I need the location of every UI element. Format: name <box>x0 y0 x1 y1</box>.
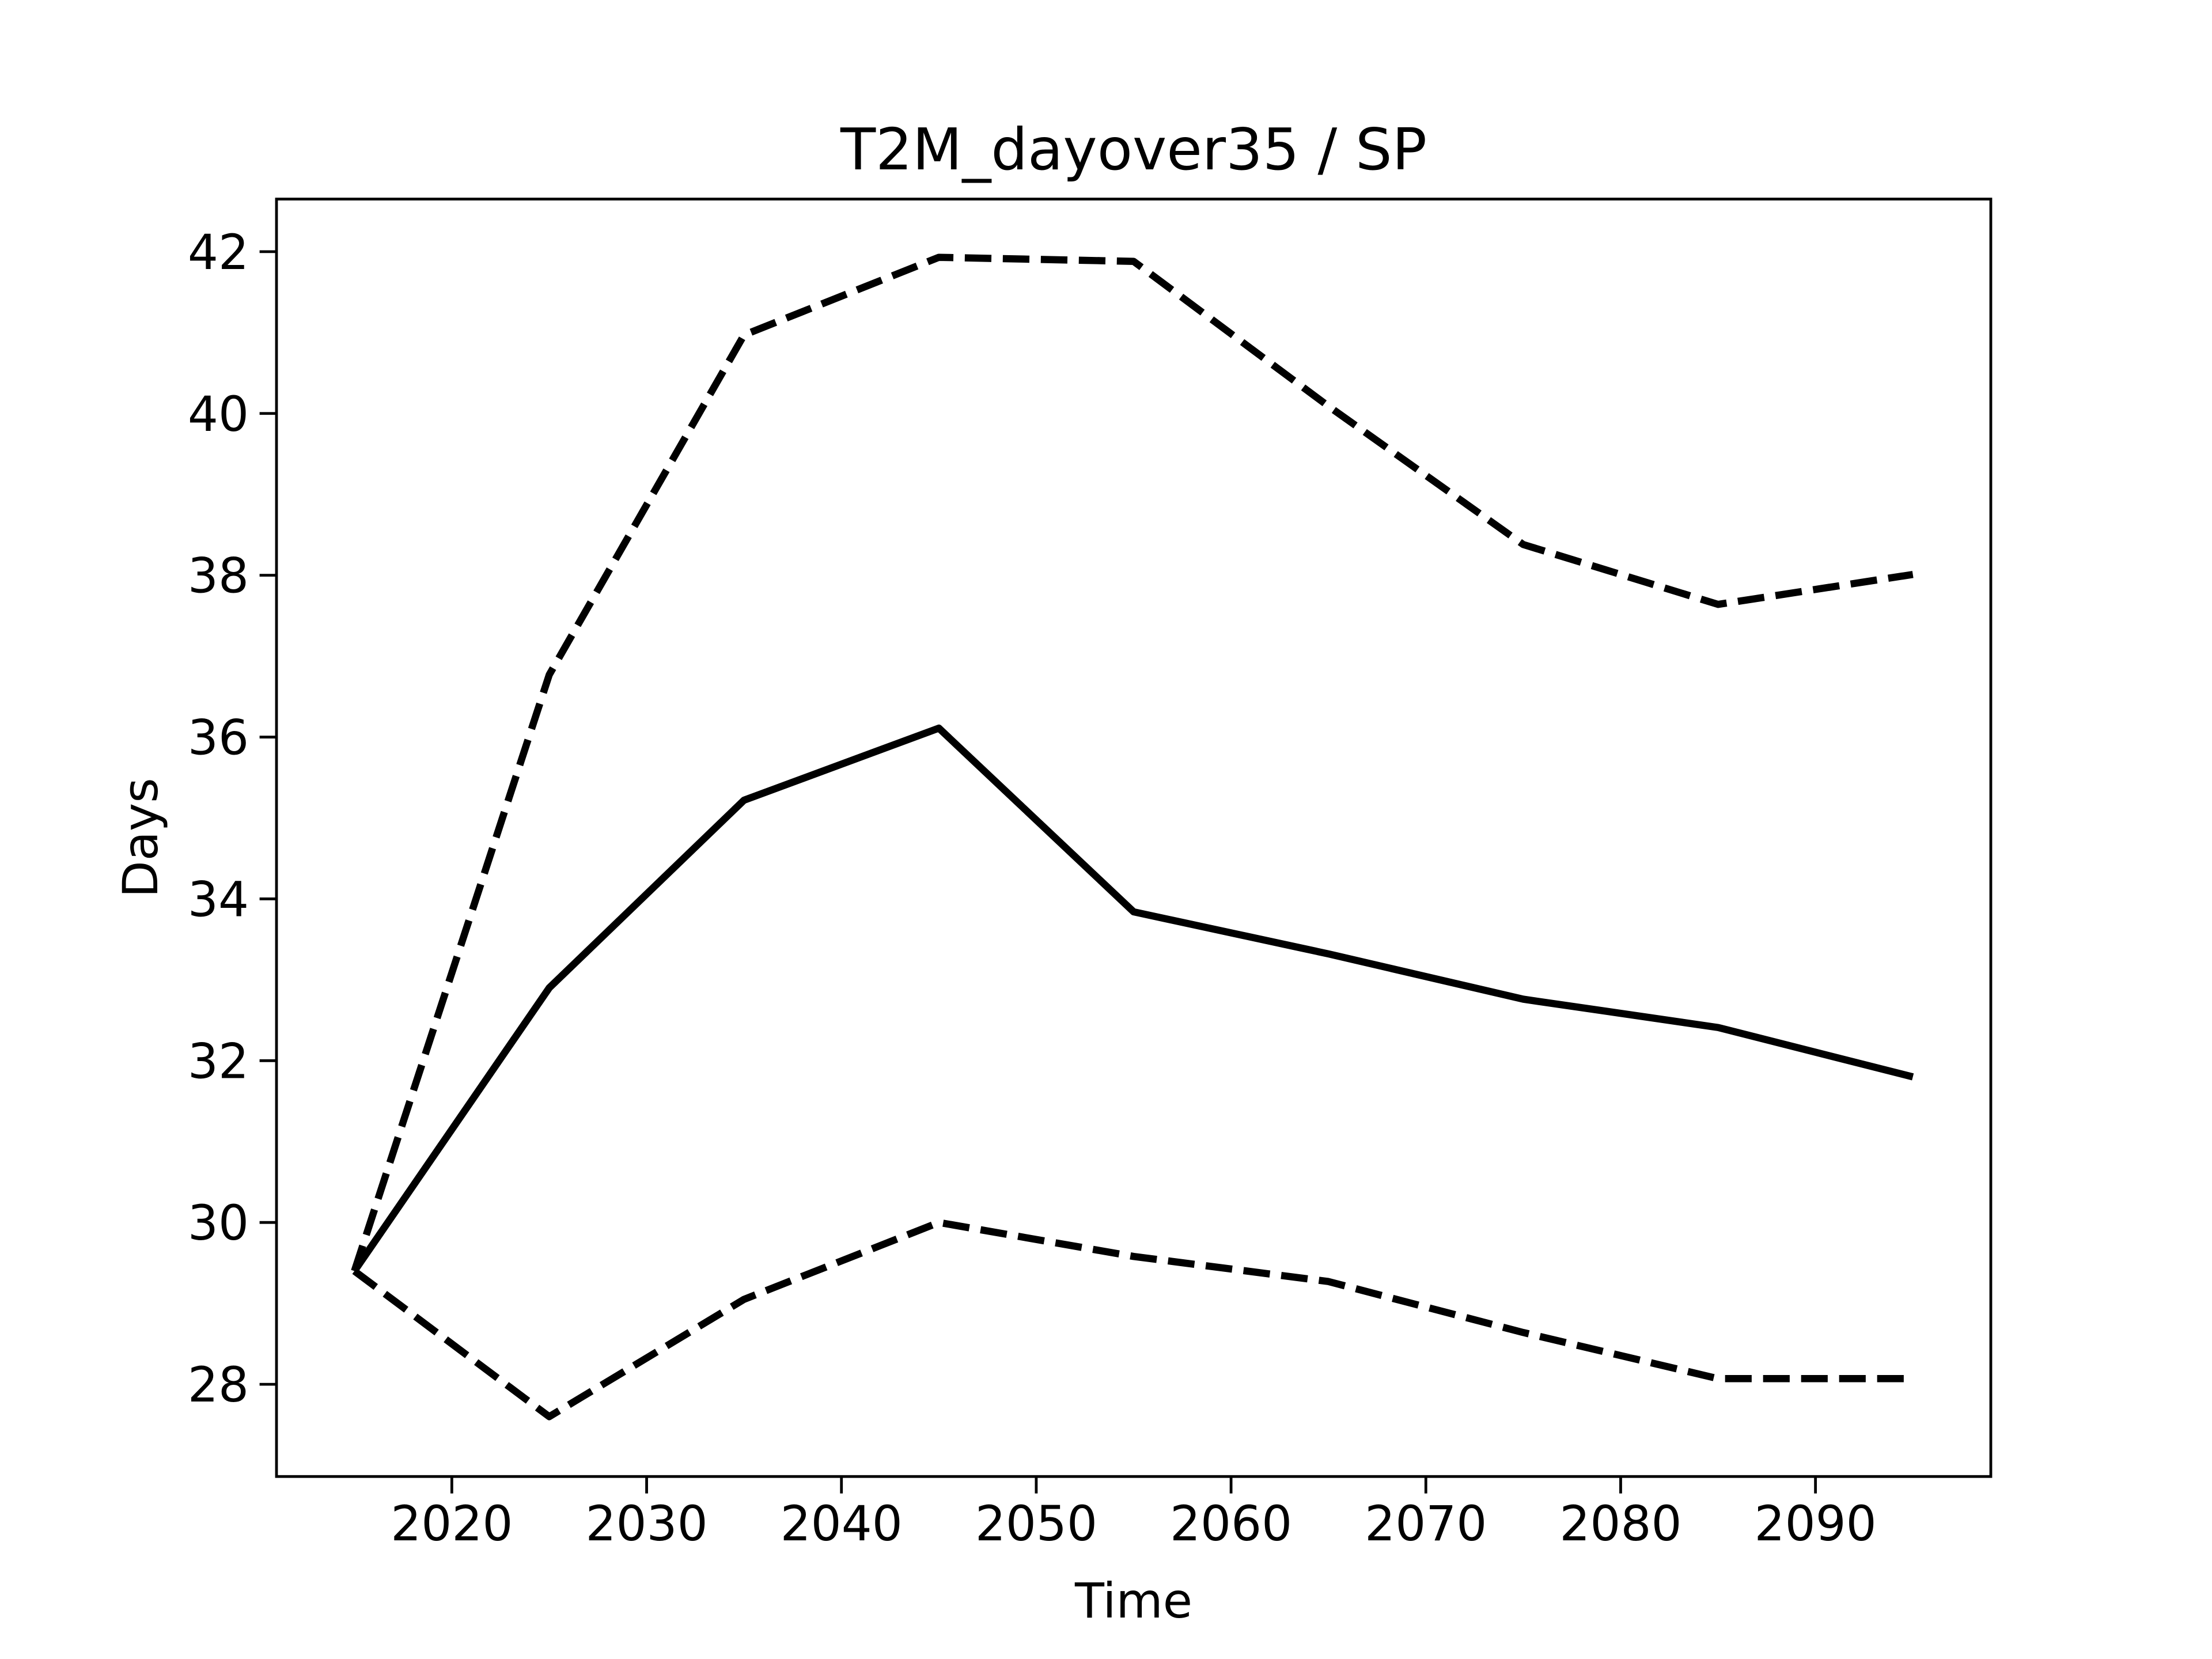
line-series <box>351 253 1914 1272</box>
y-tick-label: 42 <box>188 225 249 281</box>
y-tick-label: 40 <box>188 387 249 442</box>
x-tick-label: 2090 <box>1755 1496 1877 1552</box>
x-tick-label: 2040 <box>781 1496 903 1552</box>
y-tick-label: 28 <box>188 1357 249 1413</box>
y-axis-label: Days <box>113 778 169 897</box>
y-tick-label: 34 <box>188 872 249 927</box>
x-tick-label: 2080 <box>1559 1496 1681 1552</box>
y-tick-label: 36 <box>188 710 249 766</box>
y-tick-label: 38 <box>188 548 249 604</box>
x-axis-label: Time <box>1074 1573 1192 1629</box>
chart-title: T2M_dayover35 / SP <box>840 116 1427 183</box>
x-tick-label: 2030 <box>585 1496 707 1552</box>
y-tick-label: 30 <box>188 1195 249 1251</box>
x-tick-label: 2020 <box>391 1496 513 1552</box>
x-tick-label: 2050 <box>975 1496 1097 1552</box>
line-series <box>351 724 1914 1274</box>
line-series <box>352 1218 1913 1421</box>
y-tick-label: 32 <box>188 1033 249 1089</box>
x-tick-label: 2070 <box>1365 1496 1487 1552</box>
x-tick-label: 2060 <box>1170 1496 1292 1552</box>
axes-frame <box>275 198 1993 1478</box>
